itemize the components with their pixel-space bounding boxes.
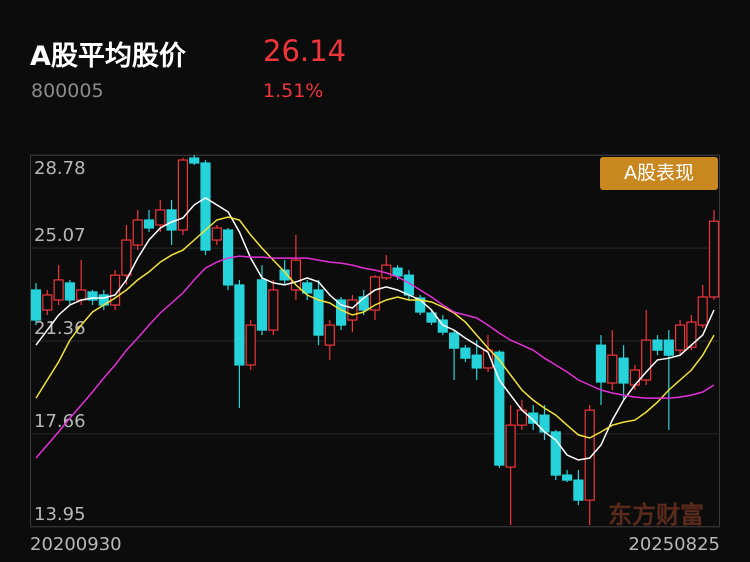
y-tick-label: 13.95 [34,504,86,525]
candle-body [607,354,618,384]
candle-body [505,424,516,468]
candle-body [336,299,347,326]
candle-body [528,412,539,424]
candle-body [166,209,177,231]
candle-body [358,296,369,311]
candle-body [629,369,641,386]
candle-body [313,289,324,336]
candle-body [121,239,132,276]
candle-body [211,227,222,241]
candle-body [652,339,663,351]
candle-body [64,282,76,301]
y-tick-label: 21.36 [34,318,86,339]
candle-body [460,347,471,359]
candle-body [76,289,87,301]
candle-body [268,289,279,331]
y-tick-label: 28.78 [34,158,86,179]
moving-average-line [35,197,715,461]
candle-body [426,312,437,323]
candle-body [494,351,505,466]
candle-body [53,279,64,301]
candle-body [177,159,188,231]
candle-body [143,219,155,229]
candle-body [697,296,708,326]
candle-body [155,209,166,226]
candle-body [482,349,494,369]
candle-body [245,324,256,366]
price: 26.14 [263,34,347,68]
change: 1.51% [263,80,324,102]
candle-body [200,162,211,251]
title: A股平均股价 [30,41,186,72]
candle-body [234,284,245,366]
candle-body [449,332,460,349]
candle-body [437,319,448,333]
candle-body [686,321,697,348]
candle-body [302,282,313,294]
candle-body [595,344,607,383]
candle-body [573,479,584,501]
candle-body [30,289,42,321]
candle-body [392,267,403,277]
candle-body [561,474,573,481]
y-tick-label: 25.07 [34,225,86,246]
candle-body [584,409,595,501]
candle-body [189,157,200,164]
candle-body [708,220,720,298]
candle-body [415,297,426,313]
candle-body [87,291,98,301]
x-tick-label: 20200930 [30,534,122,555]
moving-average-line [35,255,715,459]
candle-body [279,269,290,281]
candle-body [550,431,561,476]
candle-body [663,339,674,356]
candle-body [42,294,53,311]
y-tick-label: 17.66 [34,411,86,432]
code: 800005 [31,80,104,102]
candle-body [674,324,686,351]
moving-average-line [35,216,715,439]
watermark: 东方财富 [608,501,704,529]
candle-body [256,279,268,331]
x-tick-label: 20250825 [628,534,720,555]
candle-body [641,339,652,381]
candle-body [347,299,358,321]
candle-body [132,219,143,246]
candle-body [471,354,482,369]
candle-body [290,259,301,291]
badge[interactable]: A股表现 [600,157,718,190]
candle-body [324,324,335,346]
candle-body [618,357,629,384]
